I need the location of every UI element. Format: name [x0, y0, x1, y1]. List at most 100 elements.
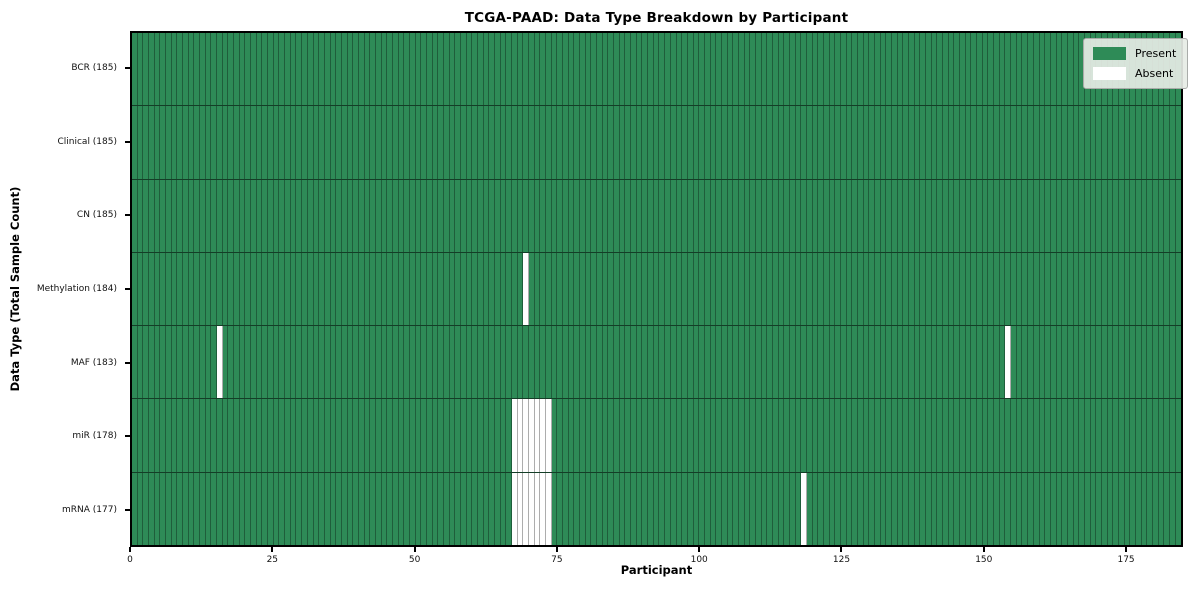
present-cell: [517, 326, 524, 399]
present-cell: [188, 106, 195, 179]
present-cell: [1011, 106, 1017, 179]
present-cell: [778, 326, 785, 399]
present-cell: [177, 326, 184, 399]
present-cell: [421, 399, 427, 472]
present-cell: [1169, 472, 1176, 545]
present-cell: [852, 326, 858, 399]
present-cell: [914, 179, 921, 252]
legend: Present Absent: [1083, 38, 1189, 89]
present-cell: [375, 179, 382, 252]
present-cell: [149, 179, 155, 252]
present-cell: [1005, 33, 1012, 106]
present-cell: [829, 179, 836, 252]
present-cell: [943, 33, 949, 106]
present-cell: [665, 106, 671, 179]
present-cell: [846, 33, 853, 106]
heatmap-row: [132, 399, 1181, 473]
present-cell: [234, 33, 240, 106]
present-cell: [307, 179, 314, 252]
present-cell: [477, 33, 484, 106]
present-cell: [931, 472, 938, 545]
present-cell: [438, 399, 444, 472]
present-cell: [625, 472, 632, 545]
present-cell: [642, 33, 649, 106]
present-cell: [222, 399, 229, 472]
present-cell: [370, 33, 376, 106]
present-cell: [897, 33, 904, 106]
present-cell: [483, 399, 490, 472]
present-cell: [750, 33, 756, 106]
present-cell: [336, 106, 342, 179]
present-cell: [1062, 33, 1068, 106]
present-cell: [880, 252, 887, 326]
present-cell: [721, 33, 728, 106]
present-cell: [1141, 326, 1148, 399]
present-cell: [1096, 252, 1102, 326]
present-cell: [132, 399, 138, 472]
present-cell: [460, 33, 467, 106]
present-cell: [585, 326, 592, 399]
present-cell: [353, 472, 359, 545]
present-cell: [551, 326, 558, 399]
present-cell: [551, 179, 558, 252]
present-cell: [540, 252, 547, 326]
present-cell: [1033, 326, 1040, 399]
present-cell: [341, 179, 348, 252]
present-cell: [971, 472, 978, 545]
present-cell: [653, 252, 660, 326]
present-cell: [489, 326, 495, 399]
present-cell: [642, 106, 649, 179]
present-cell: [892, 326, 898, 399]
present-cell: [977, 106, 983, 179]
present-cell: [160, 179, 167, 252]
present-cell: [188, 33, 195, 106]
present-cell: [183, 106, 189, 179]
present-cell: [449, 179, 456, 252]
present-cell: [273, 179, 280, 252]
y-tick-label: BCR (185): [71, 62, 117, 73]
present-cell: [1045, 399, 1051, 472]
present-cell: [875, 399, 881, 472]
y-tick-label: CN (185): [76, 210, 117, 221]
plot-area: [130, 31, 1183, 547]
y-tick-mark: [125, 66, 130, 69]
present-cell: [988, 399, 995, 472]
present-cell: [472, 252, 478, 326]
present-cell: [358, 252, 365, 326]
present-cell: [1028, 252, 1034, 326]
present-cell: [426, 399, 433, 472]
present-cell: [228, 106, 235, 179]
y-tick-mark: [125, 435, 130, 438]
present-cell: [948, 326, 955, 399]
present-cell: [353, 326, 359, 399]
present-cell: [387, 106, 393, 179]
present-cell: [931, 33, 938, 106]
present-cell: [137, 472, 144, 545]
present-cell: [200, 399, 206, 472]
present-cell: [1022, 252, 1029, 326]
present-cell: [188, 252, 195, 326]
present-cell: [1011, 326, 1017, 399]
present-cell: [319, 472, 325, 545]
present-cell: [1050, 399, 1057, 472]
present-cell: [1011, 472, 1017, 545]
present-cell: [665, 472, 671, 545]
present-cell: [290, 472, 297, 545]
present-cell: [863, 399, 870, 472]
present-cell: [506, 252, 513, 326]
present-cell: [506, 399, 513, 472]
present-cell: [1073, 33, 1080, 106]
present-cell: [795, 33, 802, 106]
present-cell: [154, 472, 161, 545]
present-cell: [347, 106, 354, 179]
present-cell: [835, 33, 841, 106]
present-cell: [1033, 252, 1040, 326]
present-cell: [1124, 106, 1131, 179]
present-cell: [449, 106, 456, 179]
present-cell: [551, 33, 558, 106]
present-cell: [1101, 252, 1108, 326]
present-cell: [330, 252, 337, 326]
present-cell: [483, 252, 490, 326]
present-cell: [200, 252, 206, 326]
present-cell: [529, 252, 535, 326]
